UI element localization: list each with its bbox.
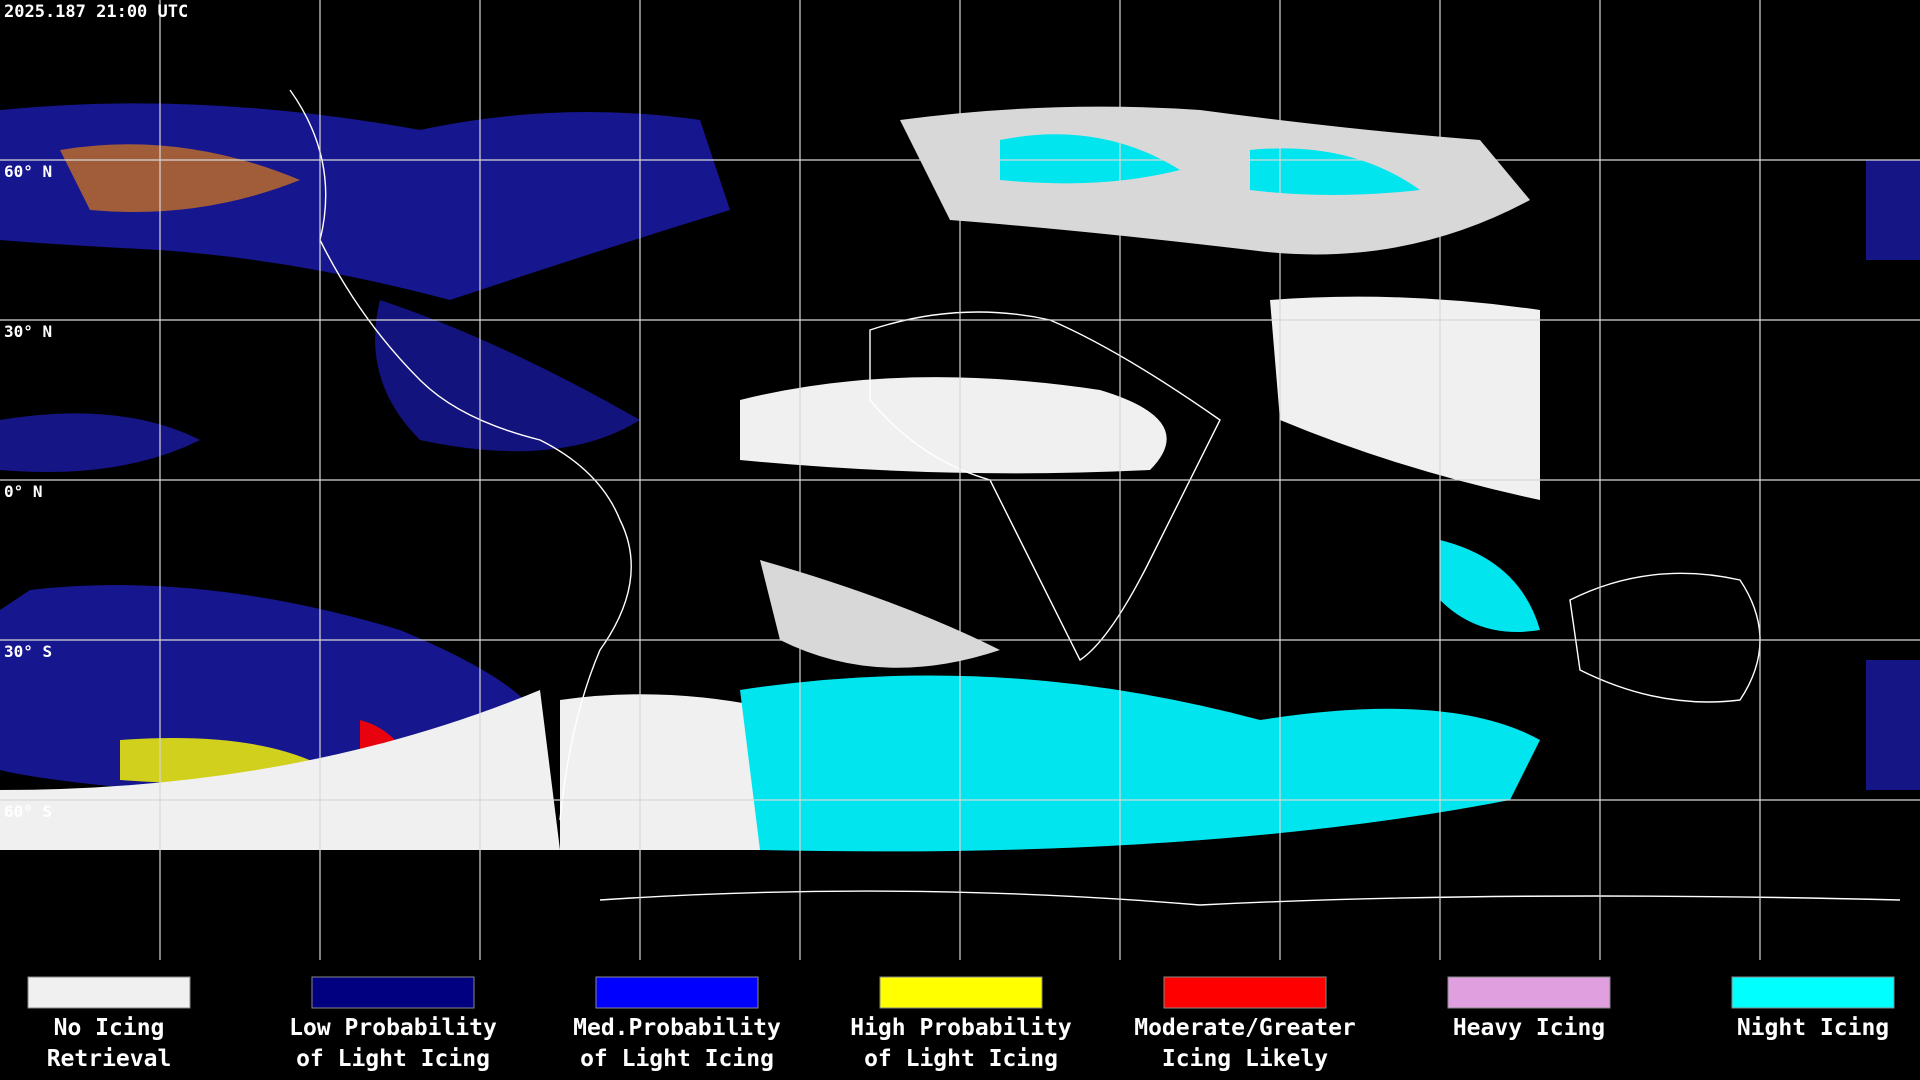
icing-region (1866, 660, 1920, 790)
no-icing-region (760, 560, 1000, 668)
night-icing-region (1440, 540, 1540, 632)
legend-label: High Probability (850, 1015, 1072, 1041)
legend-swatch (879, 976, 1043, 1009)
cloud-fields (0, 103, 1920, 852)
latitude-label: 0° N (4, 482, 43, 501)
graticule (0, 0, 1920, 960)
legend-swatch (1731, 976, 1895, 1009)
no-icing-region (0, 690, 560, 850)
legend-swatch (1163, 976, 1327, 1009)
legend-label: Night Icing (1737, 1015, 1889, 1041)
legend-label: of Light Icing (296, 1046, 490, 1072)
legend-label: Retrieval (47, 1046, 172, 1072)
latitude-label: 30° N (4, 322, 52, 341)
icing-region (1866, 160, 1920, 260)
latitude-label: 60° N (4, 162, 52, 181)
no-icing-region (1270, 296, 1540, 500)
night-icing-region (1000, 134, 1180, 184)
timestamp: 2025.187 21:00 UTC (4, 2, 188, 22)
legend-label: Moderate/Greater (1134, 1015, 1356, 1041)
legend-swatch (311, 976, 475, 1009)
legend-label: No Icing (54, 1015, 165, 1041)
legend-label: of Light Icing (580, 1046, 774, 1072)
legend-label: Icing Likely (1162, 1046, 1328, 1072)
night-icing-region (740, 675, 1540, 852)
legend-label: Heavy Icing (1453, 1015, 1605, 1041)
icing-region (0, 413, 200, 472)
no-icing-region (740, 377, 1167, 474)
latitude-label: 60° S (4, 802, 52, 821)
legend-swatch (1447, 976, 1611, 1009)
legend-label: Low Probability (289, 1015, 497, 1041)
legend-label: Med.Probability (573, 1015, 781, 1041)
legend-swatch (595, 976, 759, 1009)
legend-swatch (27, 976, 191, 1009)
latitude-label: 30° S (4, 642, 52, 661)
icing-region (60, 144, 300, 212)
icing-region (375, 300, 640, 452)
legend-label: of Light Icing (864, 1046, 1058, 1072)
